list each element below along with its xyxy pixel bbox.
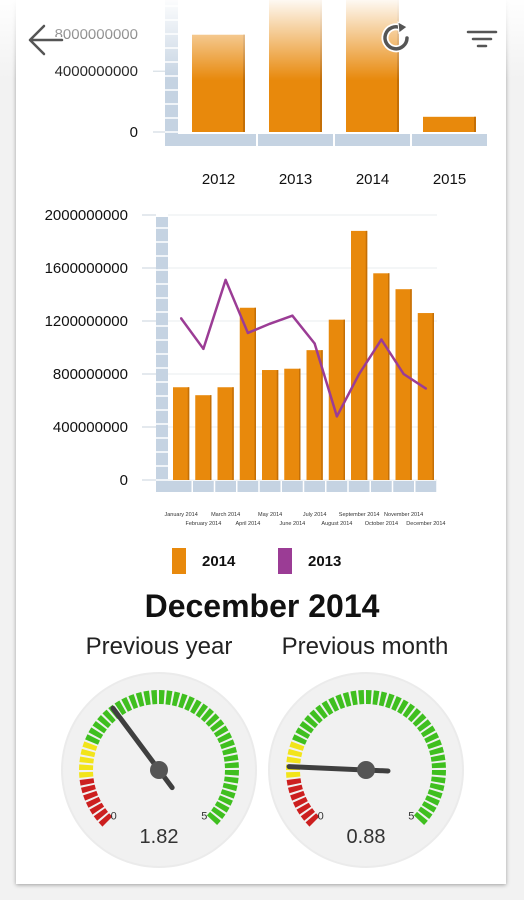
bar-edge [210,395,212,480]
x-tick-label: April 2014 [235,521,260,527]
bar-august-2014 [328,319,345,480]
point-2013 [335,415,339,418]
x-tick-label-2015: 2015 [433,171,466,188]
bar-edge [474,116,476,132]
y-tick-label: 1600000000 [45,260,128,277]
x-tick-label: November 2014 [384,512,423,518]
legend-swatch-2013 [278,548,292,574]
bar-edge [299,368,301,480]
x-tick-label: May 2014 [258,512,282,518]
x-tick-label: February 2014 [185,521,221,527]
x-tick-label: June 2014 [280,521,306,527]
refresh-icon [381,21,411,53]
bar-edge [187,387,190,480]
bar-edge [254,307,256,480]
point-2013 [246,331,250,335]
legend-swatch-2014 [172,548,186,574]
point-2013 [179,317,183,320]
bar-edge [276,370,279,480]
bar-september-2014 [351,230,368,480]
y-tick-label: 400000000 [53,419,128,436]
monthly-sales-chart: 2000000000 1600000000 1200000000 800000000 4… [45,207,446,527]
point-2013 [380,338,383,341]
point-2013 [402,372,405,376]
x-tick-label: October 2014 [365,521,398,527]
y-tick-label: 1200000000 [45,313,128,330]
bar-edge [365,230,368,480]
bar-november-2014 [395,289,412,480]
x-tick-label-2013: 2013 [279,171,312,188]
point-2013 [291,314,294,317]
y-tick-label: 0 [130,124,138,141]
bar-edge [243,34,245,132]
bar-june-2014 [284,368,301,480]
gauge-section-title: December 2014 [144,588,380,624]
arrow-left-icon [27,23,65,57]
line-2013 [180,278,427,418]
x-tick-label: March 2014 [211,512,240,518]
legend-item-2014[interactable]: 2014 [172,546,235,576]
bar-2015 [423,116,476,132]
x-tick-label-2014: 2014 [356,171,389,188]
point-2013 [313,342,316,345]
bar-march-2014 [217,387,234,480]
x-tick-label: January 2014 [164,512,197,518]
bar-edge [432,313,434,480]
filter-button[interactable] [458,18,506,62]
x-tick-label-2012: 2012 [202,171,235,188]
back-button[interactable] [22,18,66,62]
bar-may-2014 [262,370,279,480]
bar-january-2014 [173,387,190,480]
bar-edge [388,273,390,480]
bar-edge [321,350,323,480]
point-2013 [268,322,272,325]
y-tick-label: 800000000 [53,366,128,383]
chart-legend: 2014 2013 [170,546,430,576]
x-axis-band [168,481,437,492]
refresh-button[interactable] [374,16,418,60]
point-2013 [357,372,361,376]
point-2013 [224,278,227,282]
bar-edge [410,289,412,480]
point-2013 [202,347,205,351]
point-2013 [424,387,428,390]
bar-july-2014 [306,350,323,480]
legend-label-2013: 2013 [308,552,342,570]
legend-label-2014: 2014 [202,552,236,570]
gauge-label-previous-month: Previous month [281,633,449,660]
x-tick-label: August 2014 [321,521,352,527]
x-tick-label: December 2014 [406,521,445,527]
bar-edge [232,387,234,480]
bar-october-2014 [373,273,390,480]
y-tick-label: 2000000000 [45,207,128,224]
bar-december-2014 [417,313,434,480]
y-tick-label: 0 [120,472,128,489]
x-tick-label: July 2014 [303,512,327,518]
bar-april-2014 [239,307,256,480]
filter-icon [465,29,499,49]
gauge-label-previous-year: Previous year [85,633,233,660]
bar-february-2014 [195,395,212,480]
legend-item-2013[interactable]: 2013 [278,546,341,576]
x-tick-label: September 2014 [339,512,380,518]
